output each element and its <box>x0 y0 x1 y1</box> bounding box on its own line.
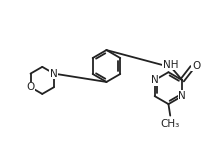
Text: N: N <box>178 91 186 101</box>
Text: NH: NH <box>163 60 178 70</box>
Text: CH₃: CH₃ <box>161 119 180 129</box>
Text: N: N <box>50 69 58 79</box>
Text: O: O <box>192 61 200 71</box>
Text: O: O <box>26 82 35 92</box>
Text: N: N <box>151 75 159 85</box>
